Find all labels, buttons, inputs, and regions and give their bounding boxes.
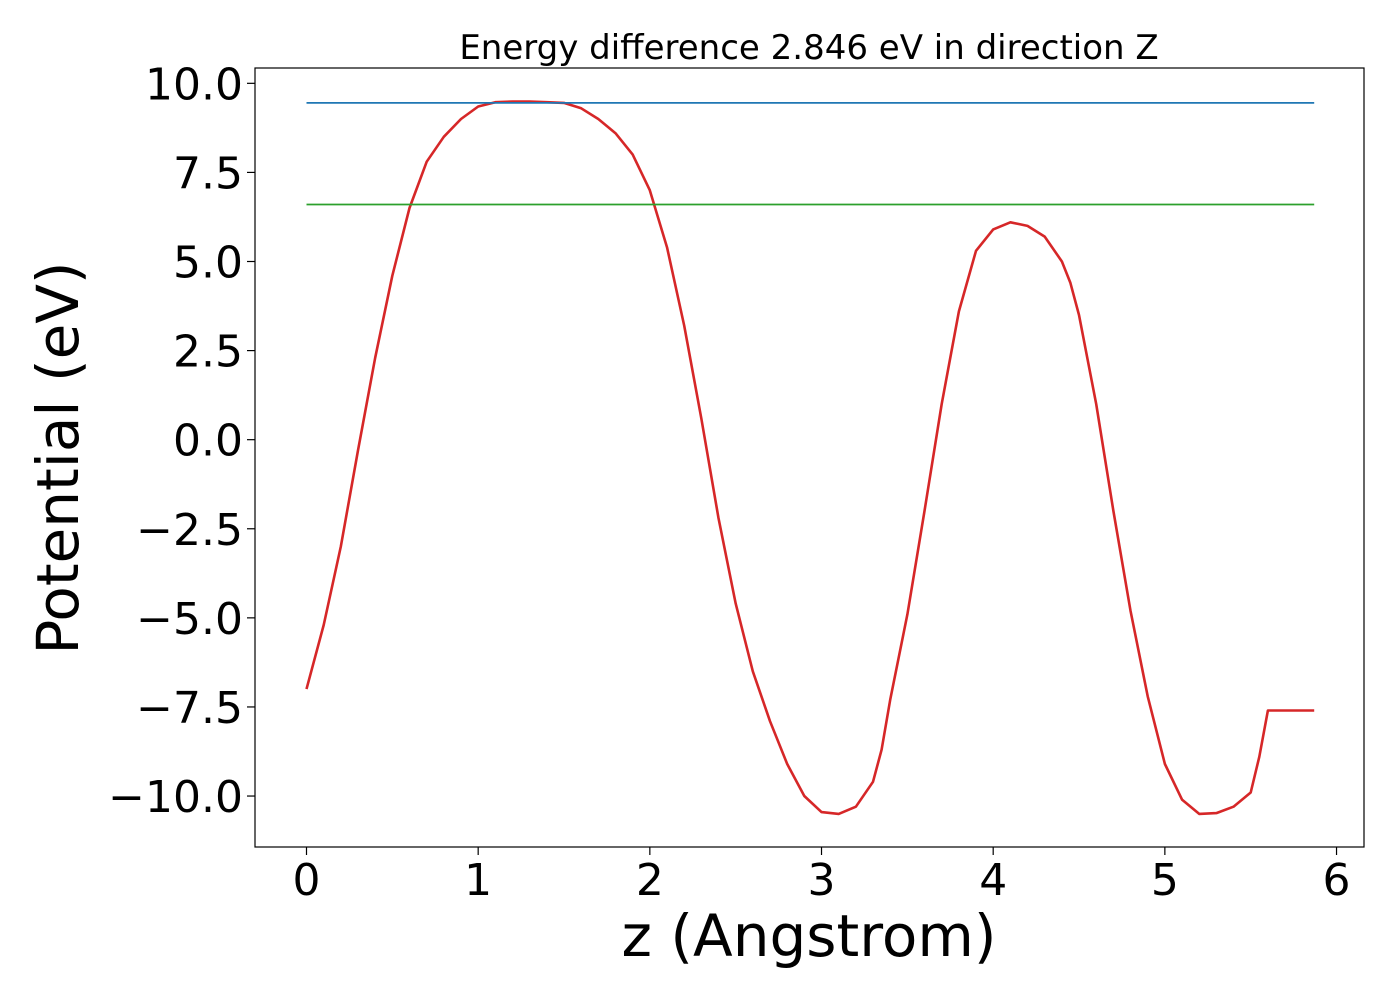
plot-area xyxy=(254,67,1365,848)
x-tick-label: 4 xyxy=(979,855,1007,906)
potential-line xyxy=(305,100,1315,816)
x-tick-label: 3 xyxy=(808,855,836,906)
y-tick-label: 10.0 xyxy=(145,59,243,110)
y-tick-label: 7.5 xyxy=(173,148,243,199)
x-tick-label: 5 xyxy=(1151,855,1179,906)
y-tick-label: −10.0 xyxy=(108,772,243,823)
x-axis-label: z (Angstrom) xyxy=(622,902,997,970)
y-ticks: 10.0 7.5 5.0 2.5 0.0 −2.5 −5.0 −7.5 −10.0 xyxy=(108,59,255,823)
y-tick-label: 2.5 xyxy=(173,327,243,378)
y-tick-label: −7.5 xyxy=(136,683,243,734)
y-tick-label: 0.0 xyxy=(173,416,243,467)
x-tick-label: 2 xyxy=(636,855,664,906)
x-ticks: 0 1 2 3 4 5 6 xyxy=(293,847,1351,906)
y-tick-label: −2.5 xyxy=(136,505,243,556)
y-axis-label: Potential (eV) xyxy=(24,261,92,654)
x-tick-label: 0 xyxy=(293,855,321,906)
x-tick-label: 6 xyxy=(1323,855,1351,906)
chart-title: Energy difference 2.846 eV in direction … xyxy=(459,28,1158,68)
series-layer xyxy=(305,100,1315,816)
y-tick-label: −5.0 xyxy=(136,594,243,645)
y-tick-label: 5.0 xyxy=(173,238,243,289)
x-tick-label: 1 xyxy=(464,855,492,906)
